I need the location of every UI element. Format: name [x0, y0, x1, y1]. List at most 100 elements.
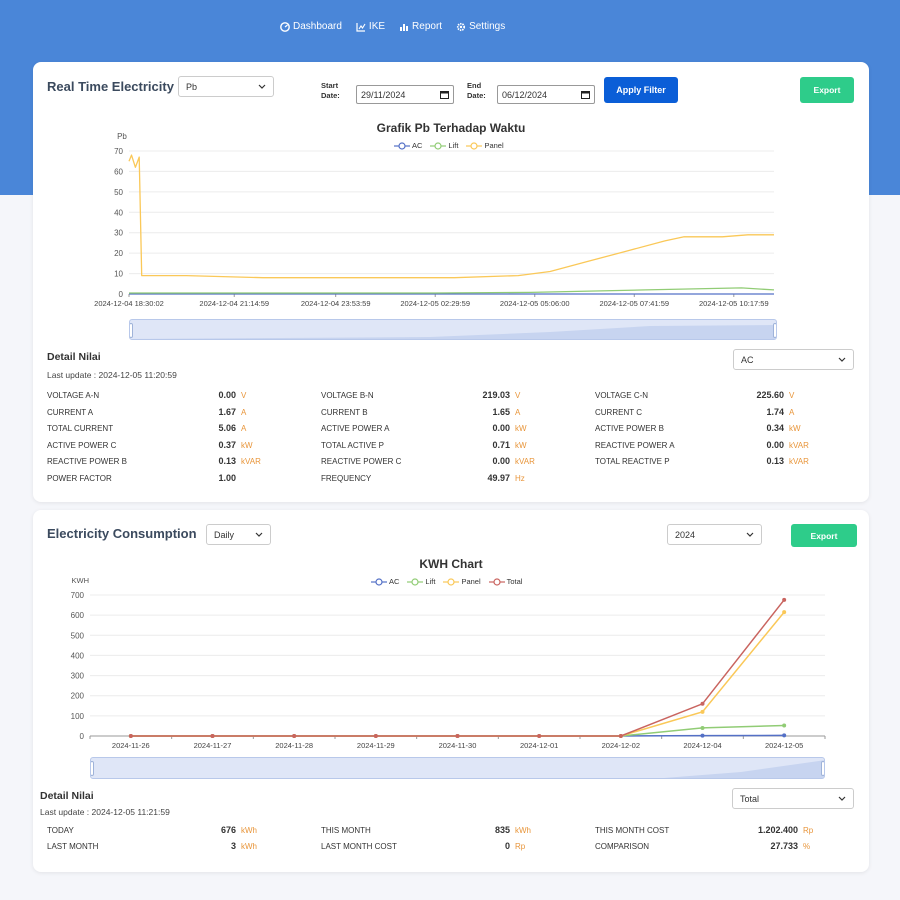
metric-label: VOLTAGE A-N — [47, 391, 100, 400]
data-point-ac — [700, 733, 705, 738]
chart-title: Grafik Pb Terhadap Waktu — [376, 121, 526, 135]
x-tick-label: 2024-11-30 — [439, 741, 477, 750]
metric-value: 0.71 — [492, 439, 510, 450]
legend-item-ac[interactable]: AC — [371, 577, 399, 586]
datazoom-handle-right[interactable] — [773, 323, 776, 338]
y-tick-label: 40 — [114, 208, 123, 217]
nav-dashboard[interactable]: Dashboard — [280, 21, 342, 32]
metric-value: 0.00 — [492, 423, 510, 434]
metric-label: REACTIVE POWER C — [321, 457, 402, 467]
metric-value: 0.37 — [218, 439, 236, 450]
y-tick-label: 20 — [114, 249, 123, 258]
x-tick-label: 2024-12-04 21:14:59 — [199, 299, 269, 308]
chevron-down-icon — [746, 532, 754, 537]
export-button[interactable]: Export — [791, 524, 857, 547]
chart-title: KWH Chart — [419, 557, 483, 571]
device-value: Total — [740, 793, 760, 804]
chart-icon — [356, 22, 366, 32]
data-point-total — [618, 734, 623, 738]
period-select[interactable]: Daily — [206, 524, 271, 545]
x-tick-label: 2024-12-05 — [765, 741, 803, 750]
datazoom-handle-left[interactable] — [91, 761, 94, 776]
x-tick-label: 2024-11-28 — [275, 741, 313, 750]
apply-filter-button[interactable]: Apply Filter — [604, 77, 678, 103]
metric-label: LAST MONTH — [47, 842, 99, 851]
legend-item-panel[interactable]: Panel — [443, 577, 481, 586]
legend-item-total[interactable]: Total — [488, 577, 523, 586]
data-point-total — [292, 734, 297, 738]
metric-unit: kWh — [241, 826, 257, 835]
metric-unit: V — [241, 391, 247, 400]
series-line-panel — [128, 154, 774, 279]
x-tick-label: 2024-12-04 18:30:02 — [94, 299, 164, 308]
kwh-datazoom-slider[interactable] — [90, 757, 825, 779]
legend-item-ac[interactable]: AC — [394, 141, 422, 150]
realtime-datazoom-slider[interactable] — [129, 319, 777, 340]
chevron-down-icon — [255, 532, 263, 537]
end-date-input[interactable]: 06/12/2024 — [497, 85, 595, 104]
y-tick-label: 400 — [71, 651, 85, 660]
year-select[interactable]: 2024 — [667, 524, 762, 545]
dashboard-icon — [280, 21, 290, 32]
legend-item-panel[interactable]: Panel — [466, 141, 504, 150]
metric-unit: % — [803, 842, 811, 851]
nav-label: Dashboard — [293, 21, 342, 32]
metric-label: REACTIVE POWER B — [47, 457, 128, 467]
metric-value: 0.13 — [766, 456, 784, 467]
device-select[interactable]: Total — [732, 788, 854, 809]
device-select[interactable]: AC — [733, 349, 854, 370]
metric-label: VOLTAGE C-N — [595, 391, 649, 400]
chevron-down-icon — [838, 357, 846, 362]
start-date-input[interactable]: 29/11/2024 — [356, 85, 454, 104]
y-tick-label: 70 — [114, 147, 123, 156]
metric-value: 0.34 — [766, 423, 784, 434]
period-value: Daily — [214, 529, 235, 540]
x-tick-label: 2024-12-05 10:17:59 — [699, 299, 769, 308]
year-value: 2024 — [675, 529, 696, 540]
y-tick-label: 100 — [71, 712, 85, 721]
metric-unit: kVAR — [241, 457, 261, 467]
consumption-card: Electricity Consumption Daily 2024 Expor… — [33, 510, 869, 872]
x-tick-label: 2024-11-29 — [357, 741, 395, 750]
y-tick-label: 200 — [71, 692, 85, 701]
y-tick-label: 10 — [114, 270, 123, 279]
series-line-lift — [129, 287, 775, 294]
metric-value: 0.00 — [218, 390, 236, 400]
kwh-line-chart: 0 100 200 300 400 500 600 700 KWH 2024-11-26 2024-… — [71, 576, 826, 750]
metric-unit: kW — [515, 424, 527, 434]
nav-report[interactable]: Report — [399, 21, 442, 32]
y-tick-label: 50 — [114, 188, 123, 197]
metric-unit: kWh — [515, 826, 531, 835]
legend-label: Panel — [484, 141, 504, 150]
legend-item-lift[interactable]: Lift — [407, 577, 435, 586]
legend-marker — [430, 141, 447, 150]
start-date-value: 29/11/2024 — [361, 89, 406, 100]
legend-label: Total — [506, 577, 523, 586]
legend-item-lift[interactable]: Lift — [430, 141, 458, 150]
x-tick-label: 2024-12-02 — [602, 741, 640, 750]
metric-label: FREQUENCY — [321, 474, 372, 483]
nav-settings[interactable]: Settings — [456, 21, 505, 32]
datazoom-handle-left[interactable] — [130, 323, 133, 338]
export-button[interactable]: Export — [800, 77, 854, 103]
legend-marker — [371, 577, 387, 586]
nav-label: Settings — [469, 21, 506, 32]
x-tick-label: 2024-11-26 — [112, 741, 150, 750]
top-nav: Dashboard IKE Report Settings — [280, 21, 505, 32]
metric-label: TODAY — [47, 826, 74, 835]
legend-marker — [466, 141, 483, 150]
metric-value: 49.97 — [487, 473, 510, 483]
y-tick-label: 500 — [71, 631, 85, 640]
datazoom-handle-right[interactable] — [821, 761, 824, 776]
start-label-line1: Start — [321, 81, 339, 90]
end-label-line1: End — [467, 81, 482, 90]
metric-unit: kW — [515, 440, 527, 450]
data-point-total — [700, 701, 705, 706]
parameter-select[interactable]: Pb — [178, 76, 274, 97]
nav-ike[interactable]: IKE — [356, 21, 385, 32]
x-tick-label: 2024-11-27 — [194, 741, 232, 750]
metric-label: CURRENT B — [321, 407, 368, 417]
metric-unit: kWh — [241, 842, 257, 851]
data-point-total — [782, 597, 787, 602]
data-point-total — [455, 734, 460, 738]
